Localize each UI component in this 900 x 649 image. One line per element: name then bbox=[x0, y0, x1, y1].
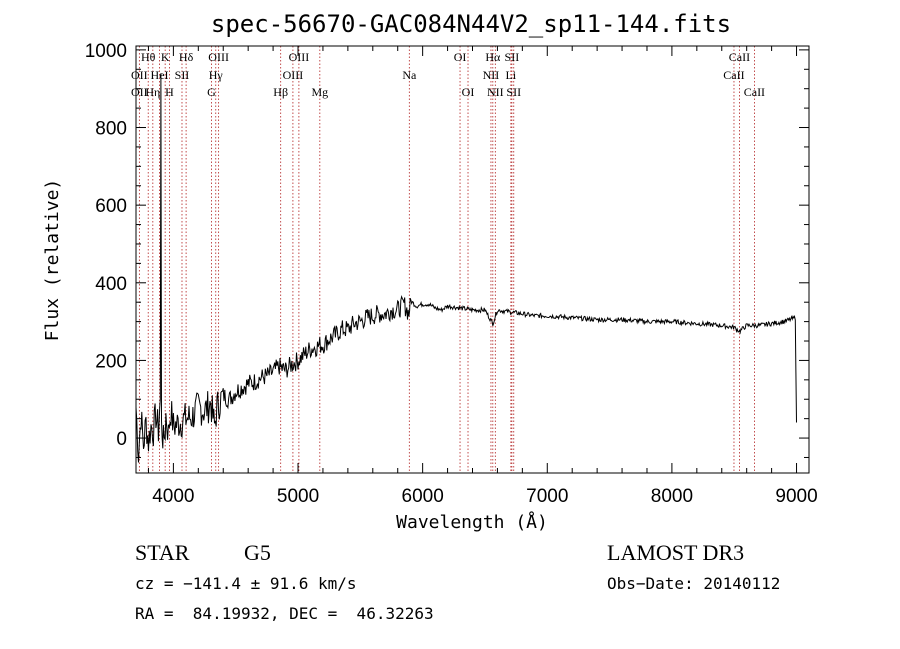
redshift-text: cz = −141.4 ± 91.6 km/s bbox=[135, 574, 357, 593]
x-axis-label: Wavelength (Å) bbox=[396, 511, 548, 533]
emission-line-label: Li bbox=[506, 68, 517, 82]
x-tick-label: 7000 bbox=[526, 486, 568, 507]
emission-line-labels: Hθ OII OII K HeI Hη H Hδ SII OIII Hγ G OIII OIII Hβ Mg N… bbox=[131, 50, 765, 99]
emission-line-label: SII bbox=[506, 85, 521, 99]
emission-line-label: Hβ bbox=[273, 85, 288, 99]
y-tick-label: 800 bbox=[95, 119, 127, 140]
x-tick-label: 5000 bbox=[277, 486, 319, 507]
emission-line-label: Hη bbox=[145, 85, 160, 99]
emission-line-label: OIII bbox=[289, 50, 310, 64]
emission-line-label: OI bbox=[454, 50, 467, 64]
y-tick-label: 400 bbox=[95, 274, 127, 295]
emission-line-label: NII bbox=[483, 68, 500, 82]
emission-line-label: CaII bbox=[729, 50, 750, 64]
subclass-text: G5 bbox=[244, 540, 271, 565]
x-tick-label: 9000 bbox=[775, 486, 817, 507]
spectrum-series-line bbox=[135, 73, 797, 463]
emission-line-label: K bbox=[161, 50, 170, 64]
x-tick-label: 4000 bbox=[152, 486, 194, 507]
emission-line-label: HeI bbox=[151, 68, 169, 82]
emission-line-label: Hα bbox=[485, 50, 501, 64]
emission-line-label: SII bbox=[175, 68, 190, 82]
object-class-text: STAR bbox=[135, 540, 190, 565]
y-axis-label: Flux (relative) bbox=[42, 179, 63, 342]
emission-line-label: SII bbox=[505, 50, 520, 64]
emission-line-label: Hθ bbox=[141, 50, 156, 64]
emission-line-markers bbox=[138, 46, 755, 473]
y-axis-ticks: 0 200 400 600 800 1000 bbox=[85, 41, 809, 458]
y-tick-label: 200 bbox=[95, 351, 127, 372]
emission-line-label: NII bbox=[487, 85, 504, 99]
emission-line-label: OIII bbox=[208, 50, 229, 64]
x-axis-ticks: 4000 5000 6000 7000 8000 9000 bbox=[147, 46, 818, 507]
emission-line-label: Hδ bbox=[179, 50, 194, 64]
emission-line-label: OII bbox=[131, 85, 148, 99]
emission-line-label: OI bbox=[462, 85, 475, 99]
emission-line-label: Hγ bbox=[209, 68, 224, 82]
emission-line-label: OIII bbox=[283, 68, 304, 82]
chart-title: spec-56670-GAC084N44V2_sp11-144.fits bbox=[211, 10, 731, 38]
emission-line-label: G bbox=[207, 85, 216, 99]
emission-line-label: CaII bbox=[744, 85, 765, 99]
x-tick-label: 6000 bbox=[402, 486, 444, 507]
plot-frame bbox=[135, 45, 810, 474]
emission-line-label: Mg bbox=[311, 85, 328, 99]
emission-line-label: Na bbox=[402, 68, 417, 82]
y-tick-label: 0 bbox=[116, 429, 127, 450]
survey-text: LAMOST DR3 bbox=[607, 540, 745, 565]
y-tick-label: 600 bbox=[95, 196, 127, 217]
emission-line-label: CaII bbox=[723, 68, 744, 82]
coordinates-text: RA = 84.19932, DEC = 46.32263 bbox=[135, 604, 434, 623]
emission-line-label: H bbox=[165, 85, 174, 99]
y-tick-label: 1000 bbox=[85, 41, 127, 62]
emission-line-label: OII bbox=[131, 68, 148, 82]
x-tick-label: 8000 bbox=[651, 486, 693, 507]
obs-date-text: Obs−Date: 20140112 bbox=[607, 574, 781, 593]
